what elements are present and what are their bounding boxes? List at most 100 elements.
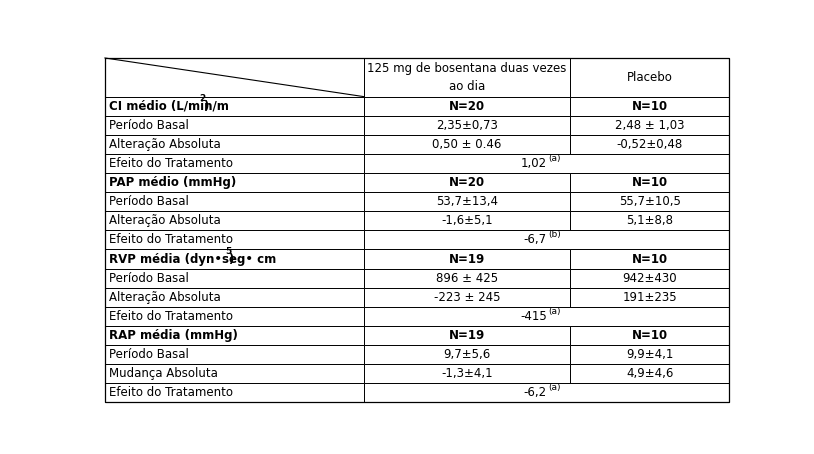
Text: N=10: N=10 [632, 100, 667, 113]
Bar [570, 173, 729, 192]
Text: -0,52±0,48: -0,52±0,48 [617, 138, 683, 151]
Bar [364, 326, 570, 345]
Bar [570, 116, 729, 135]
Text: 942±430: 942±430 [623, 271, 677, 285]
Text: Efeito do Tratamento: Efeito do Tratamento [109, 233, 234, 247]
Bar [570, 269, 729, 288]
Bar [364, 364, 570, 383]
Text: 5: 5 [225, 247, 231, 256]
Bar [364, 192, 570, 211]
Text: 2: 2 [199, 94, 205, 103]
Text: Alteração Absoluta: Alteração Absoluta [109, 138, 221, 151]
Text: -415: -415 [520, 310, 547, 323]
Text: Período Basal: Período Basal [109, 119, 189, 132]
Text: (a): (a) [549, 153, 561, 163]
Text: Período Basal: Período Basal [109, 195, 189, 208]
Text: N=20: N=20 [449, 176, 485, 189]
Bar [570, 192, 729, 211]
Bar [570, 250, 729, 269]
Bar [570, 288, 729, 307]
Text: 4,9±4,6: 4,9±4,6 [626, 367, 673, 380]
Bar [105, 307, 364, 326]
Bar [364, 230, 729, 250]
Text: N=10: N=10 [632, 252, 667, 266]
Text: (a): (a) [549, 383, 561, 392]
Bar [364, 211, 570, 230]
Text: -6,2: -6,2 [523, 386, 547, 399]
Text: 896 ± 425: 896 ± 425 [436, 271, 498, 285]
Bar [364, 154, 729, 173]
Bar [364, 116, 570, 135]
Text: 1,02: 1,02 [521, 157, 547, 170]
Bar [105, 97, 364, 116]
Bar [570, 97, 729, 116]
Bar [105, 58, 364, 97]
Text: Alteração Absoluta: Alteração Absoluta [109, 214, 221, 227]
Bar [105, 135, 364, 154]
Bar [105, 250, 364, 269]
Text: Período Basal: Período Basal [109, 271, 189, 285]
Bar [364, 307, 729, 326]
Text: -1,3±4,1: -1,3±4,1 [441, 367, 493, 380]
Bar [105, 192, 364, 211]
Text: Mudança Absoluta: Mudança Absoluta [109, 367, 218, 380]
Text: 53,7±13,4: 53,7±13,4 [436, 195, 498, 208]
Text: 9,7±5,6: 9,7±5,6 [444, 348, 491, 361]
Text: N=19: N=19 [449, 252, 485, 266]
Bar [570, 58, 729, 97]
Text: Período Basal: Período Basal [109, 348, 189, 361]
Text: Efeito do Tratamento: Efeito do Tratamento [109, 386, 234, 399]
Text: N=20: N=20 [449, 100, 485, 113]
Text: ): ) [203, 100, 208, 113]
Bar [570, 364, 729, 383]
Text: -223 ± 245: -223 ± 245 [434, 291, 501, 304]
Text: RAP média (mmHg): RAP média (mmHg) [109, 329, 239, 342]
Text: 55,7±10,5: 55,7±10,5 [619, 195, 681, 208]
Text: 125 mg de bosentana duas vezes
ao dia: 125 mg de bosentana duas vezes ao dia [367, 62, 567, 93]
Text: ): ) [229, 252, 234, 266]
Bar [105, 269, 364, 288]
Text: 2,35±0,73: 2,35±0,73 [436, 119, 498, 132]
Bar [105, 154, 364, 173]
Text: 191±235: 191±235 [623, 291, 677, 304]
Bar [105, 383, 364, 402]
Bar [105, 364, 364, 383]
Bar [570, 345, 729, 364]
Bar [364, 383, 729, 402]
Bar [364, 288, 570, 307]
Text: (b): (b) [549, 230, 562, 239]
Text: -6,7: -6,7 [523, 233, 547, 247]
Bar [105, 211, 364, 230]
Bar [364, 269, 570, 288]
Text: Efeito do Tratamento: Efeito do Tratamento [109, 310, 234, 323]
Text: CI médio (L/min/m: CI médio (L/min/m [109, 100, 230, 113]
Bar [364, 173, 570, 192]
Bar [570, 135, 729, 154]
Text: 2,48 ± 1,03: 2,48 ± 1,03 [615, 119, 685, 132]
Text: Placebo: Placebo [627, 71, 672, 84]
Text: N=10: N=10 [632, 176, 667, 189]
Text: 5,1±8,8: 5,1±8,8 [626, 214, 673, 227]
Text: 0,50 ± 0.46: 0,50 ± 0.46 [432, 138, 501, 151]
Bar [105, 326, 364, 345]
Bar [105, 230, 364, 250]
Text: (a): (a) [549, 306, 561, 316]
Bar [570, 211, 729, 230]
Text: N=19: N=19 [449, 329, 485, 342]
Text: Efeito do Tratamento: Efeito do Tratamento [109, 157, 234, 170]
Bar [364, 345, 570, 364]
Text: PAP médio (mmHg): PAP médio (mmHg) [109, 176, 237, 189]
Bar [105, 173, 364, 192]
Bar [364, 58, 570, 97]
Bar [364, 97, 570, 116]
Bar [105, 345, 364, 364]
Text: -1,6±5,1: -1,6±5,1 [441, 214, 493, 227]
Text: Alteração Absoluta: Alteração Absoluta [109, 291, 221, 304]
Text: N=10: N=10 [632, 329, 667, 342]
Bar [570, 326, 729, 345]
Bar [105, 116, 364, 135]
Bar [105, 288, 364, 307]
Text: RVP média (dyn•seg• cm: RVP média (dyn•seg• cm [109, 252, 277, 266]
Bar [364, 250, 570, 269]
Text: 9,9±4,1: 9,9±4,1 [626, 348, 673, 361]
